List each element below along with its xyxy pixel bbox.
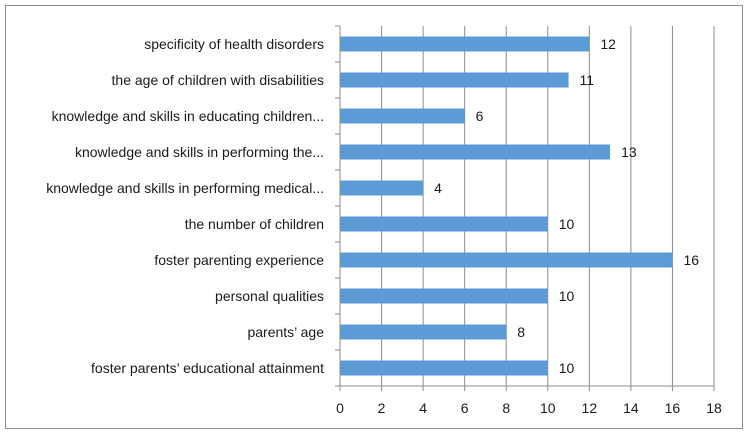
data-label-5: 4 bbox=[434, 180, 442, 196]
bar-2 bbox=[340, 72, 569, 88]
category-label-8: personal qualities bbox=[215, 288, 324, 304]
category-label-6: the number of children bbox=[185, 216, 324, 232]
x-tick-label-0: 0 bbox=[336, 400, 344, 416]
category-label-10: foster parents’ educational attainment bbox=[91, 360, 324, 376]
data-label-4: 13 bbox=[621, 144, 637, 160]
category-label-1: specificity of health disorders bbox=[144, 36, 324, 52]
category-label-7: foster parenting experience bbox=[154, 252, 324, 268]
bar-layer bbox=[340, 36, 673, 376]
category-label-3: knowledge and skills in educating childr… bbox=[52, 108, 324, 124]
x-tick-label-14: 14 bbox=[623, 400, 639, 416]
x-tick-label-6: 6 bbox=[461, 400, 469, 416]
x-tick-label-10: 10 bbox=[540, 400, 556, 416]
category-label-2: the age of children with disabilities bbox=[112, 72, 324, 88]
data-label-10: 10 bbox=[559, 360, 575, 376]
bar-5 bbox=[340, 180, 424, 196]
category-label-5: knowledge and skills in performing medic… bbox=[46, 180, 324, 196]
data-label-6: 10 bbox=[559, 216, 575, 232]
data-label-7: 16 bbox=[683, 252, 699, 268]
x-tick-label-12: 12 bbox=[582, 400, 598, 416]
bar-8 bbox=[340, 288, 548, 304]
bar-3 bbox=[340, 108, 465, 124]
x-tick-label-18: 18 bbox=[706, 400, 722, 416]
bar-4 bbox=[340, 144, 611, 160]
bar-1 bbox=[340, 36, 590, 52]
bar-10 bbox=[340, 360, 548, 376]
data-label-1: 12 bbox=[600, 36, 616, 52]
bar-9 bbox=[340, 324, 507, 340]
x-tick-label-2: 2 bbox=[378, 400, 386, 416]
data-label-2: 11 bbox=[580, 72, 595, 88]
axis-layer: 0 2 4 6 8 10 12 14 16 18 bbox=[335, 25, 722, 416]
x-tick-label-16: 16 bbox=[665, 400, 681, 416]
x-tick-label-4: 4 bbox=[419, 400, 427, 416]
category-label-9: parents’ age bbox=[247, 324, 324, 340]
category-label-4: knowledge and skills in performing the..… bbox=[75, 144, 324, 160]
bar-6 bbox=[340, 216, 548, 232]
x-tick-label-8: 8 bbox=[502, 400, 510, 416]
data-label-9: 8 bbox=[517, 324, 525, 340]
label-layer: 12 specificity of health disorders 11 the a… bbox=[46, 36, 699, 376]
bar-7 bbox=[340, 252, 673, 268]
data-label-3: 6 bbox=[476, 108, 484, 124]
data-label-8: 10 bbox=[559, 288, 575, 304]
